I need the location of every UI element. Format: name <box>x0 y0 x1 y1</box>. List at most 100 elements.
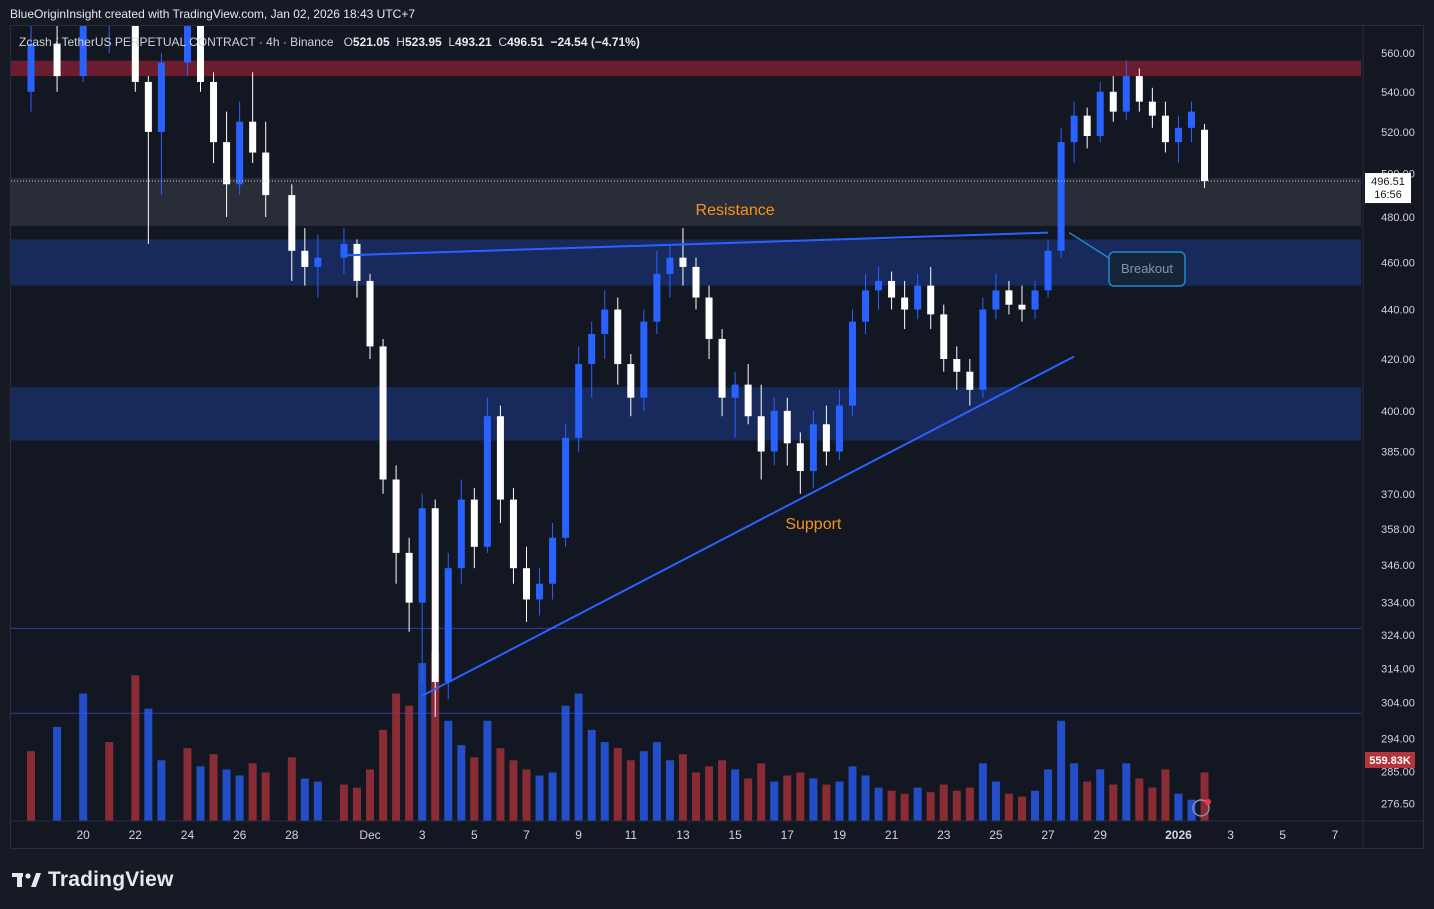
volume-bar <box>209 754 218 821</box>
candle-body <box>1096 91 1104 136</box>
low-value: 493.21 <box>455 35 492 49</box>
candle-body <box>379 346 387 480</box>
lightning-icon[interactable] <box>1192 799 1210 817</box>
candle-body <box>679 257 687 267</box>
volume-bar <box>509 760 518 821</box>
volume-bar <box>222 769 231 821</box>
y-tick-label: 285.00 <box>1381 766 1415 778</box>
candle-body <box>496 416 504 500</box>
x-tick-label: 7 <box>523 828 530 842</box>
volume-bar <box>1044 769 1053 821</box>
y-tick-label: 304.00 <box>1381 698 1415 710</box>
volume-bar <box>718 760 727 821</box>
chart-panel[interactable]: Resistance Support Breakout 560.00 540.00 520… <box>10 25 1424 849</box>
x-tick-label: 2026 <box>1165 828 1192 842</box>
breakout-label: Breakout <box>1121 261 1173 276</box>
price-chart[interactable]: ResistanceSupportBreakout560.00540.00520… <box>11 26 1424 849</box>
candle-body <box>392 479 400 553</box>
x-tick-label: 27 <box>1041 828 1055 842</box>
symbol-name[interactable]: Zcash / TetherUS PERPETUAL CONTRACT · 4h… <box>19 35 334 49</box>
candle-body <box>1187 111 1195 128</box>
candle-body <box>301 250 309 267</box>
candle-body <box>131 26 139 82</box>
volume-bar <box>900 793 909 821</box>
volume-bar <box>444 720 453 821</box>
change-value: −24.54 (−4.71%) <box>550 35 640 49</box>
volume-bar <box>848 766 857 821</box>
volume-bar <box>939 784 948 821</box>
x-tick-label: 28 <box>285 828 299 842</box>
volume-bar <box>105 742 114 821</box>
last-price-tag <box>1365 173 1411 204</box>
volume-bar <box>79 693 88 821</box>
volume-bar <box>952 790 961 821</box>
x-tick-label: 3 <box>419 828 426 842</box>
volume-bar <box>235 775 244 821</box>
candle-body <box>1135 76 1143 102</box>
volume-bar <box>692 772 700 821</box>
candle-body <box>27 43 35 92</box>
candle-body <box>536 583 544 600</box>
volume-bar <box>352 787 361 821</box>
volume-bar <box>392 693 401 821</box>
candle-body <box>353 243 361 281</box>
candle-body <box>992 290 1000 310</box>
y-tick-label: 480.00 <box>1381 212 1415 224</box>
volume-bar <box>861 775 870 821</box>
candle-body <box>522 568 530 600</box>
candle-body <box>509 499 517 569</box>
tradingview-logo-icon <box>12 873 41 887</box>
candle-body <box>1201 129 1209 182</box>
y-tick-label: 560.00 <box>1381 48 1415 60</box>
volume-bar <box>496 748 505 821</box>
volume-bar <box>587 729 596 821</box>
attribution-text: BlueOriginInsight created with TradingVi… <box>10 7 416 21</box>
y-tick-label: 385.00 <box>1381 447 1415 459</box>
gray-zone <box>11 177 1361 226</box>
x-tick-label: 21 <box>885 828 899 842</box>
y-tick-label: 314.00 <box>1381 663 1415 675</box>
candle-body <box>718 338 726 398</box>
x-tick-label: 11 <box>625 828 638 842</box>
footer-brand[interactable]: TradingView <box>12 866 174 894</box>
candle-body <box>588 333 596 365</box>
candle-body <box>627 364 635 398</box>
volume-bar <box>431 651 440 821</box>
volume-bar <box>978 763 987 821</box>
x-tick-label: 26 <box>233 828 247 842</box>
candle-body <box>901 297 909 310</box>
y-tick-label: 420.00 <box>1381 354 1415 366</box>
volume-bar <box>1174 793 1183 821</box>
y-tick-label: 276.50 <box>1381 799 1415 811</box>
candle-body <box>236 121 244 185</box>
candle-body <box>183 26 191 63</box>
candle-body <box>809 424 817 472</box>
y-tick-label: 440.00 <box>1381 305 1415 317</box>
candle-body <box>444 568 452 682</box>
y-tick-label: 400.00 <box>1381 406 1415 418</box>
volume-bar <box>405 705 414 821</box>
y-tick-label: 520.00 <box>1381 127 1415 139</box>
support-label: Support <box>785 516 842 533</box>
resistance-line <box>343 231 1049 257</box>
candle-body <box>288 195 296 251</box>
volume-bar <box>313 781 322 821</box>
volume-bar <box>535 775 544 821</box>
volume-bar <box>1161 769 1170 821</box>
volume-bar <box>1070 763 1079 821</box>
volume-bar <box>1148 787 1157 821</box>
volume-bar <box>1083 781 1092 821</box>
candle-body <box>157 62 165 132</box>
volume-bar <box>1122 763 1131 821</box>
x-tick-label: 15 <box>728 828 742 842</box>
high-label: H <box>396 35 405 49</box>
volume-bar <box>287 757 296 821</box>
y-tick-label: 334.00 <box>1381 598 1415 610</box>
candle-body <box>1005 290 1013 305</box>
volume-bar <box>522 769 531 821</box>
volume-bar <box>783 775 792 821</box>
y-tick-label: 370.00 <box>1381 489 1415 501</box>
x-tick-label: 24 <box>181 828 195 842</box>
candle-body <box>757 416 765 452</box>
x-tick-label: 7 <box>1332 828 1339 842</box>
